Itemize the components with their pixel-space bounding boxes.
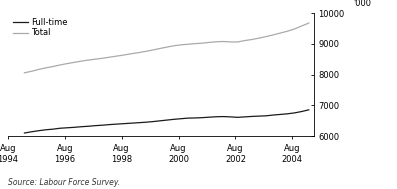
Full-time xyxy=(178,118,183,120)
Total xyxy=(29,70,34,72)
Total xyxy=(207,41,212,43)
Total xyxy=(228,41,233,43)
Total xyxy=(114,55,119,57)
Total xyxy=(43,67,48,69)
Full-time xyxy=(214,116,219,118)
Full-time xyxy=(58,127,62,129)
Full-time xyxy=(285,113,290,115)
Total xyxy=(178,44,183,46)
Full-time xyxy=(86,125,91,127)
Total xyxy=(79,60,84,62)
Full-time xyxy=(299,110,304,113)
Total xyxy=(285,30,290,32)
Total xyxy=(143,50,148,53)
Total xyxy=(172,45,176,47)
Full-time xyxy=(107,123,112,126)
Full-time xyxy=(221,115,226,118)
Text: '000: '000 xyxy=(353,0,371,8)
Total xyxy=(200,42,204,44)
Total xyxy=(65,62,69,65)
Full-time xyxy=(193,117,197,119)
Total xyxy=(214,41,219,43)
Full-time xyxy=(136,122,141,124)
Total xyxy=(256,37,261,39)
Total xyxy=(157,47,162,50)
Total xyxy=(193,43,197,45)
Full-time xyxy=(143,121,148,123)
Total xyxy=(22,72,27,74)
Full-time xyxy=(129,122,133,124)
Total xyxy=(264,36,268,38)
Full-time xyxy=(172,118,176,120)
Total xyxy=(278,32,283,34)
Total xyxy=(36,68,41,70)
Full-time xyxy=(185,117,190,119)
Total xyxy=(235,41,240,43)
Total xyxy=(121,54,126,56)
Total xyxy=(58,64,62,66)
Full-time xyxy=(278,113,283,115)
Full-time xyxy=(235,116,240,119)
Full-time xyxy=(243,116,247,118)
Total xyxy=(221,40,226,43)
Full-time xyxy=(200,116,204,119)
Total xyxy=(185,43,190,45)
Full-time xyxy=(50,128,55,130)
Full-time xyxy=(72,126,77,129)
Full-time xyxy=(271,114,276,116)
Full-time xyxy=(228,116,233,118)
Total xyxy=(136,52,141,54)
Total xyxy=(72,61,77,64)
Full-time xyxy=(306,109,311,111)
Full-time xyxy=(164,119,169,121)
Full-time xyxy=(100,124,105,126)
Line: Full-time: Full-time xyxy=(25,110,309,133)
Line: Total: Total xyxy=(25,23,309,73)
Total xyxy=(164,46,169,48)
Text: Source: Labour Force Survey.: Source: Labour Force Survey. xyxy=(8,178,120,187)
Full-time xyxy=(114,123,119,125)
Total xyxy=(93,58,98,60)
Full-time xyxy=(79,125,84,128)
Full-time xyxy=(93,125,98,127)
Full-time xyxy=(157,120,162,122)
Total xyxy=(306,22,311,24)
Full-time xyxy=(207,116,212,118)
Full-time xyxy=(65,127,69,129)
Legend: Full-time, Total: Full-time, Total xyxy=(12,17,69,38)
Total xyxy=(150,49,155,51)
Full-time xyxy=(43,129,48,131)
Full-time xyxy=(36,130,41,132)
Full-time xyxy=(256,115,261,117)
Full-time xyxy=(292,112,297,114)
Total xyxy=(107,56,112,58)
Full-time xyxy=(250,115,254,118)
Full-time xyxy=(264,115,268,117)
Full-time xyxy=(150,121,155,123)
Total xyxy=(292,28,297,30)
Total xyxy=(129,53,133,55)
Full-time xyxy=(22,132,27,134)
Total xyxy=(100,57,105,59)
Total xyxy=(86,59,91,61)
Total xyxy=(50,65,55,68)
Total xyxy=(299,25,304,27)
Full-time xyxy=(121,122,126,125)
Full-time xyxy=(29,131,34,133)
Total xyxy=(271,34,276,36)
Total xyxy=(250,38,254,41)
Total xyxy=(243,40,247,42)
